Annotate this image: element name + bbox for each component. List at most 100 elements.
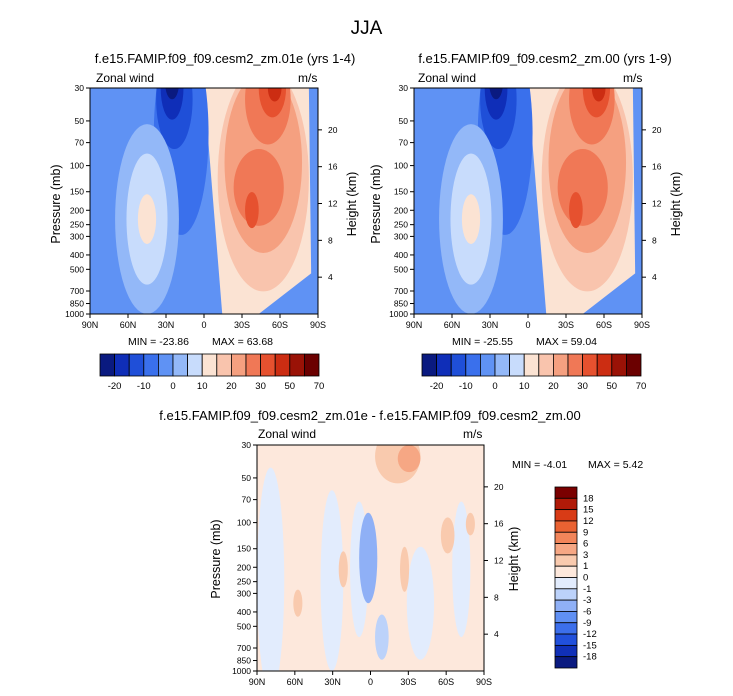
diff-contour-2 <box>320 490 344 671</box>
colorbar-3-label: -15 <box>583 640 597 651</box>
diff-contour-7 <box>375 614 389 660</box>
y-tick-label: 500 <box>70 264 84 274</box>
x-tick-label: 90S <box>476 677 492 687</box>
y-tick-label: 300 <box>70 231 84 241</box>
colorbar-3-swatch <box>554 577 578 590</box>
panel-1-title: f.e15.FAMIP.f09_f09.cesm2_zm.01e (yrs 1-… <box>94 51 356 66</box>
colorbar-3-swatch <box>554 543 578 556</box>
y-tick-label: 30 <box>75 83 85 93</box>
y-tick-label: 500 <box>394 264 408 274</box>
y-tick-label: 500 <box>237 621 251 631</box>
x-tick-label: 90N <box>82 320 99 330</box>
jet-core <box>245 191 259 229</box>
y-tick-label: 850 <box>70 299 84 309</box>
colorbar-3-label: 12 <box>583 516 594 527</box>
contour-70 <box>267 88 282 102</box>
colorbar-3-label: -6 <box>583 606 591 617</box>
colorbar-3-swatch <box>554 497 578 511</box>
colorbar-1-swatch <box>274 353 291 377</box>
colorbar-2-swatch <box>626 353 642 377</box>
colorbar-1-swatch <box>245 353 262 377</box>
y-tick-label: 300 <box>394 231 408 241</box>
y-tick-label: 850 <box>237 656 251 666</box>
panel-2-ylabel-left: Pressure (mb) <box>369 164 383 244</box>
colorbar-1-swatch <box>201 353 218 377</box>
x-tick-label: 30S <box>234 320 250 330</box>
diff-contour-12 <box>293 589 303 617</box>
contour-30 <box>557 149 608 226</box>
diff-contour-4 <box>359 512 378 604</box>
y-tick-label: 200 <box>394 205 408 215</box>
x-tick-label: 60S <box>272 320 288 330</box>
panel-2-min: MIN = -25.55 <box>452 336 513 348</box>
colorbar-2-swatch <box>494 353 511 377</box>
colorbar-1-label: 70 <box>314 381 325 392</box>
diff-contour-14 <box>465 512 475 536</box>
panel-1-min: MIN = -23.86 <box>128 336 189 348</box>
y-tick-label: 400 <box>70 250 84 260</box>
y-tick-label: 100 <box>237 518 251 528</box>
y-tick-label: 50 <box>399 116 409 126</box>
x-tick-label: 60S <box>438 677 454 687</box>
colorbar-3-swatch <box>554 531 578 544</box>
x-tick-label: 90S <box>310 320 326 330</box>
colorbar-2-swatch <box>436 353 452 377</box>
panel-2-title: f.e15.FAMIP.f09_f09.cesm2_zm.00 (yrs 1-9… <box>418 51 672 66</box>
jet-core <box>569 191 583 229</box>
contour-minus25 <box>489 88 503 100</box>
panel-3-field <box>257 445 484 671</box>
diff-contour-1 <box>257 467 285 671</box>
y-tick-label: 700 <box>394 286 408 296</box>
contour-minus25 <box>165 88 179 100</box>
diff-contour-5 <box>406 546 435 660</box>
colorbar-1-label: -20 <box>108 381 122 392</box>
colorbar-1-swatch <box>230 353 247 377</box>
height-tick-label: 4 <box>652 272 657 282</box>
colorbar-2-swatch <box>450 353 467 377</box>
x-tick-label: 0 <box>525 320 530 330</box>
colorbar-1-label: 50 <box>285 381 296 392</box>
height-tick-label: 20 <box>652 125 662 135</box>
colorbar-3-swatch <box>554 565 578 578</box>
colorbar-2-swatch <box>582 353 598 377</box>
figure-title: JJA <box>350 18 383 39</box>
panel-2-field <box>414 88 642 314</box>
height-tick-label: 16 <box>328 162 338 172</box>
nh-contour-10 <box>461 194 481 244</box>
colorbar-3-label: 18 <box>583 493 594 504</box>
colorbar-1-label: 20 <box>226 381 237 392</box>
panel-2-units: m/s <box>623 71 643 85</box>
height-tick-label: 20 <box>494 482 504 492</box>
colorbar-3-swatch <box>554 599 578 612</box>
panel-2-max: MAX = 59.04 <box>536 336 597 348</box>
panel-1-ylabel-left: Pressure (mb) <box>49 164 63 244</box>
y-tick-label: 300 <box>237 588 251 598</box>
x-tick-label: 0 <box>201 320 206 330</box>
y-tick-label: 30 <box>242 440 252 450</box>
colorbar-1-swatch <box>143 353 159 377</box>
panel-1-field <box>90 88 318 314</box>
y-tick-label: 200 <box>237 562 251 572</box>
height-tick-label: 16 <box>494 519 504 529</box>
colorbar-3-swatch <box>554 644 578 658</box>
y-tick-label: 50 <box>75 116 85 126</box>
x-tick-label: 30S <box>400 677 416 687</box>
colorbar-3-swatch <box>554 633 578 646</box>
height-tick-label: 8 <box>328 235 333 245</box>
colorbar-3-swatch <box>554 554 578 567</box>
y-tick-label: 1000 <box>389 309 408 319</box>
colorbar-1-swatch <box>187 353 203 377</box>
colorbar-3-swatch <box>554 622 578 635</box>
colorbar-2-label: 70 <box>636 381 647 392</box>
y-tick-label: 1000 <box>232 666 251 676</box>
colorbar-3-label: -18 <box>583 652 597 663</box>
colorbar-2-swatch <box>567 353 584 377</box>
x-tick-label: 0 <box>368 677 373 687</box>
contour-minus20 <box>484 88 508 120</box>
colorbar-2-label: -20 <box>430 381 444 392</box>
diff-contour-9 <box>397 445 421 473</box>
panel-3-max: MAX = 5.42 <box>588 459 644 471</box>
y-tick-label: 100 <box>394 161 408 171</box>
contour-70 <box>591 88 606 102</box>
